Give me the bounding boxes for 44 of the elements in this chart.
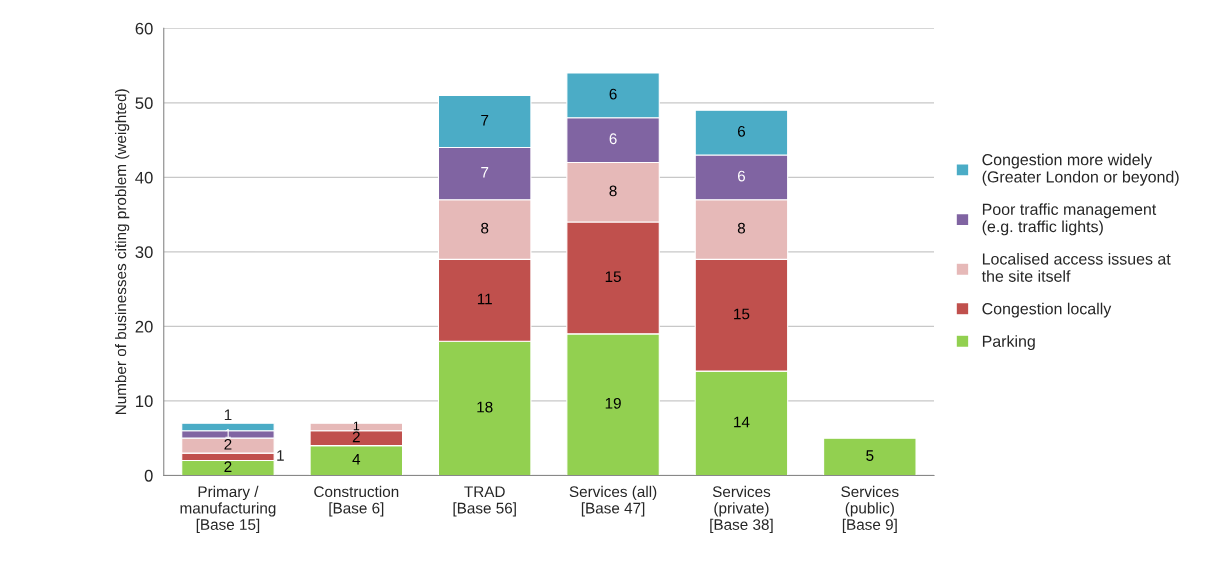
x-tick-label: Services (all) [Base 47] <box>569 485 657 517</box>
data-label: 7 <box>481 167 489 178</box>
bar <box>823 437 917 476</box>
y-tick-label: 30 <box>135 246 153 259</box>
legend-label: Localised access issues at the site itself <box>981 252 1171 282</box>
data-label: 2 <box>352 431 360 443</box>
data-label: 11 <box>477 293 492 305</box>
data-label: 15 <box>734 308 750 320</box>
x-tick-label: Primary / manufacturing [Base 15] <box>180 485 276 534</box>
y-tick-label: 10 <box>136 395 153 408</box>
data-label: 5 <box>866 450 874 461</box>
x-tick-label: Services (public) [Base 9] <box>841 485 899 534</box>
legend-label: Parking <box>982 335 1035 351</box>
y-axis-title: Number of businesses citing problem (weighted) <box>115 89 130 415</box>
data-label: 1 <box>225 429 231 438</box>
data-label: 1 <box>224 409 232 421</box>
data-label: 6 <box>737 170 746 182</box>
legend-label: Congestion locally <box>982 302 1112 318</box>
data-label: 6 <box>609 133 617 145</box>
data-label: 8 <box>609 185 617 197</box>
x-tick-label: Construction [Base 6] <box>314 485 399 517</box>
y-tick-label: 50 <box>135 97 153 110</box>
data-label: 1 <box>277 450 284 461</box>
data-label: 15 <box>605 271 621 283</box>
data-label: 1 <box>353 421 360 431</box>
data-label: 19 <box>605 397 621 409</box>
data-label: 6 <box>609 88 617 100</box>
data-label: 4 <box>352 453 361 465</box>
data-label: 14 <box>734 416 750 428</box>
y-tick-label: 20 <box>135 320 153 333</box>
y-tick-label: 40 <box>135 171 153 184</box>
legend-label: Congestion more widely (Greater London or beyond) <box>982 153 1179 186</box>
data-label: 18 <box>477 401 493 413</box>
data-label: 2 <box>224 438 232 450</box>
x-tick-label: TRAD [Base 56] <box>453 486 516 517</box>
x-tick-label: Services (private) [Base 38] <box>710 485 773 534</box>
y-tick-label: 0 <box>144 469 153 482</box>
data-label: 2 <box>224 461 232 472</box>
data-label: 8 <box>481 222 489 234</box>
legend-label: Poor traffic management (e.g. traffic lights) <box>982 203 1157 236</box>
data-label: 7 <box>481 114 489 126</box>
data-label: 6 <box>737 125 746 137</box>
y-tick-label: 60 <box>135 22 153 35</box>
data-label: 8 <box>737 222 746 234</box>
